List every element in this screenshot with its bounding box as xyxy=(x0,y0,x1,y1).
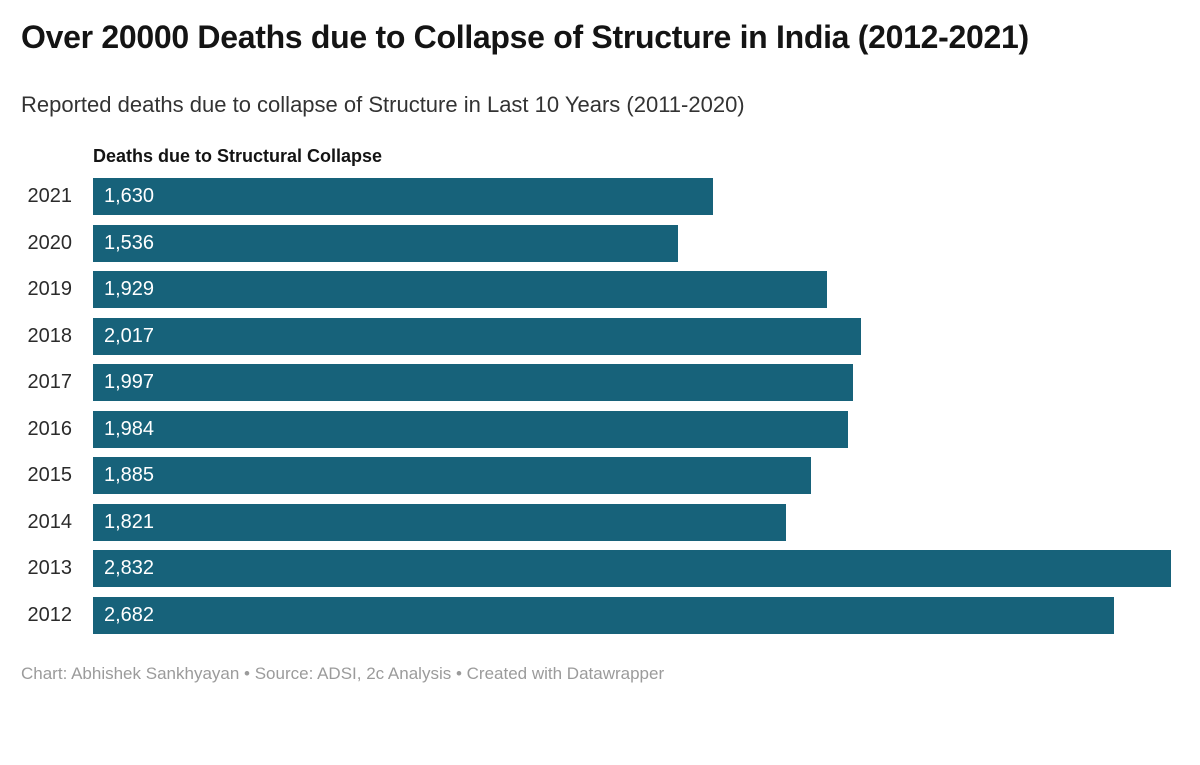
chart-footer-credit: Chart: Abhishek Sankhyayan • Source: ADS… xyxy=(21,663,665,683)
year-label: 2018 xyxy=(27,324,73,347)
chart-title: Over 20000 Deaths due to Collapse of Str… xyxy=(21,19,1029,55)
bar-value-label: 1,885 xyxy=(104,464,155,486)
bar[interactable]: 1,536 xyxy=(93,224,678,262)
bar[interactable]: 2,682 xyxy=(93,596,1114,634)
bar-track: 1,997 xyxy=(93,364,1171,401)
bar-track: 1,929 xyxy=(93,271,1171,308)
bar[interactable]: 1,929 xyxy=(93,271,828,308)
bar-row: 2019 1,929 xyxy=(21,271,1171,308)
year-label: 2020 xyxy=(27,231,73,254)
chart-container: Over 20000 Deaths due to Collapse of Str… xyxy=(21,19,1171,683)
bar-track: 1,536 xyxy=(93,224,1171,262)
bar-track: 1,630 xyxy=(93,178,1171,215)
year-label: 2021 xyxy=(27,185,73,207)
bar-value-label: 1,984 xyxy=(104,417,155,440)
bar-row: 2014 1,821 xyxy=(21,503,1171,541)
year-label: 2013 xyxy=(27,557,73,579)
bar-row: 2021 1,630 xyxy=(21,178,1171,215)
bar-row: 2015 1,885 xyxy=(21,457,1171,494)
bar[interactable]: 1,630 xyxy=(93,178,714,215)
bar-value-label: 1,929 xyxy=(104,278,155,300)
bar-value-label: 2,017 xyxy=(104,324,155,347)
bar-row: 2016 1,984 xyxy=(21,410,1171,448)
bar-row: 2020 1,536 xyxy=(21,224,1171,262)
bar[interactable]: 1,984 xyxy=(93,410,849,448)
bar-value-label: 2,682 xyxy=(104,603,155,626)
bar-row: 2018 2,017 xyxy=(21,317,1171,355)
bar[interactable]: 2,832 xyxy=(93,550,1171,587)
year-label: 2019 xyxy=(27,278,73,300)
bar-value-label: 1,630 xyxy=(104,185,155,207)
bar[interactable]: 1,885 xyxy=(93,457,811,494)
year-label: 2016 xyxy=(27,417,73,440)
bar-track: 1,885 xyxy=(93,457,1171,494)
year-label: 2012 xyxy=(27,603,73,626)
year-label: 2014 xyxy=(27,510,73,533)
bar-value-label: 1,821 xyxy=(104,510,155,533)
bar-chart: 2021 1,630 2020 1,536 2019 1,929 2018 2,… xyxy=(21,178,1171,634)
bar[interactable]: 2,017 xyxy=(93,317,861,355)
bar-row: 2017 1,997 xyxy=(21,364,1171,401)
column-header: Deaths due to Structural Collapse xyxy=(93,146,383,166)
bar-value-label: 1,997 xyxy=(104,371,155,393)
bar-track: 2,682 xyxy=(93,596,1171,634)
bar-track: 2,017 xyxy=(93,317,1171,355)
bar[interactable]: 1,821 xyxy=(93,503,787,541)
bar-track: 2,832 xyxy=(93,550,1171,587)
year-label: 2017 xyxy=(27,371,73,393)
bar-value-label: 1,536 xyxy=(104,231,155,254)
bar-track: 1,984 xyxy=(93,410,1171,448)
bar-value-label: 2,832 xyxy=(104,557,155,579)
bar-row: 2012 2,682 xyxy=(21,596,1171,634)
chart-subtitle: Reported deaths due to collapse of Struc… xyxy=(21,92,745,117)
bar-track: 1,821 xyxy=(93,503,1171,541)
bar-row: 2013 2,832 xyxy=(21,550,1171,587)
year-label: 2015 xyxy=(27,464,73,486)
bar[interactable]: 1,997 xyxy=(93,364,854,401)
